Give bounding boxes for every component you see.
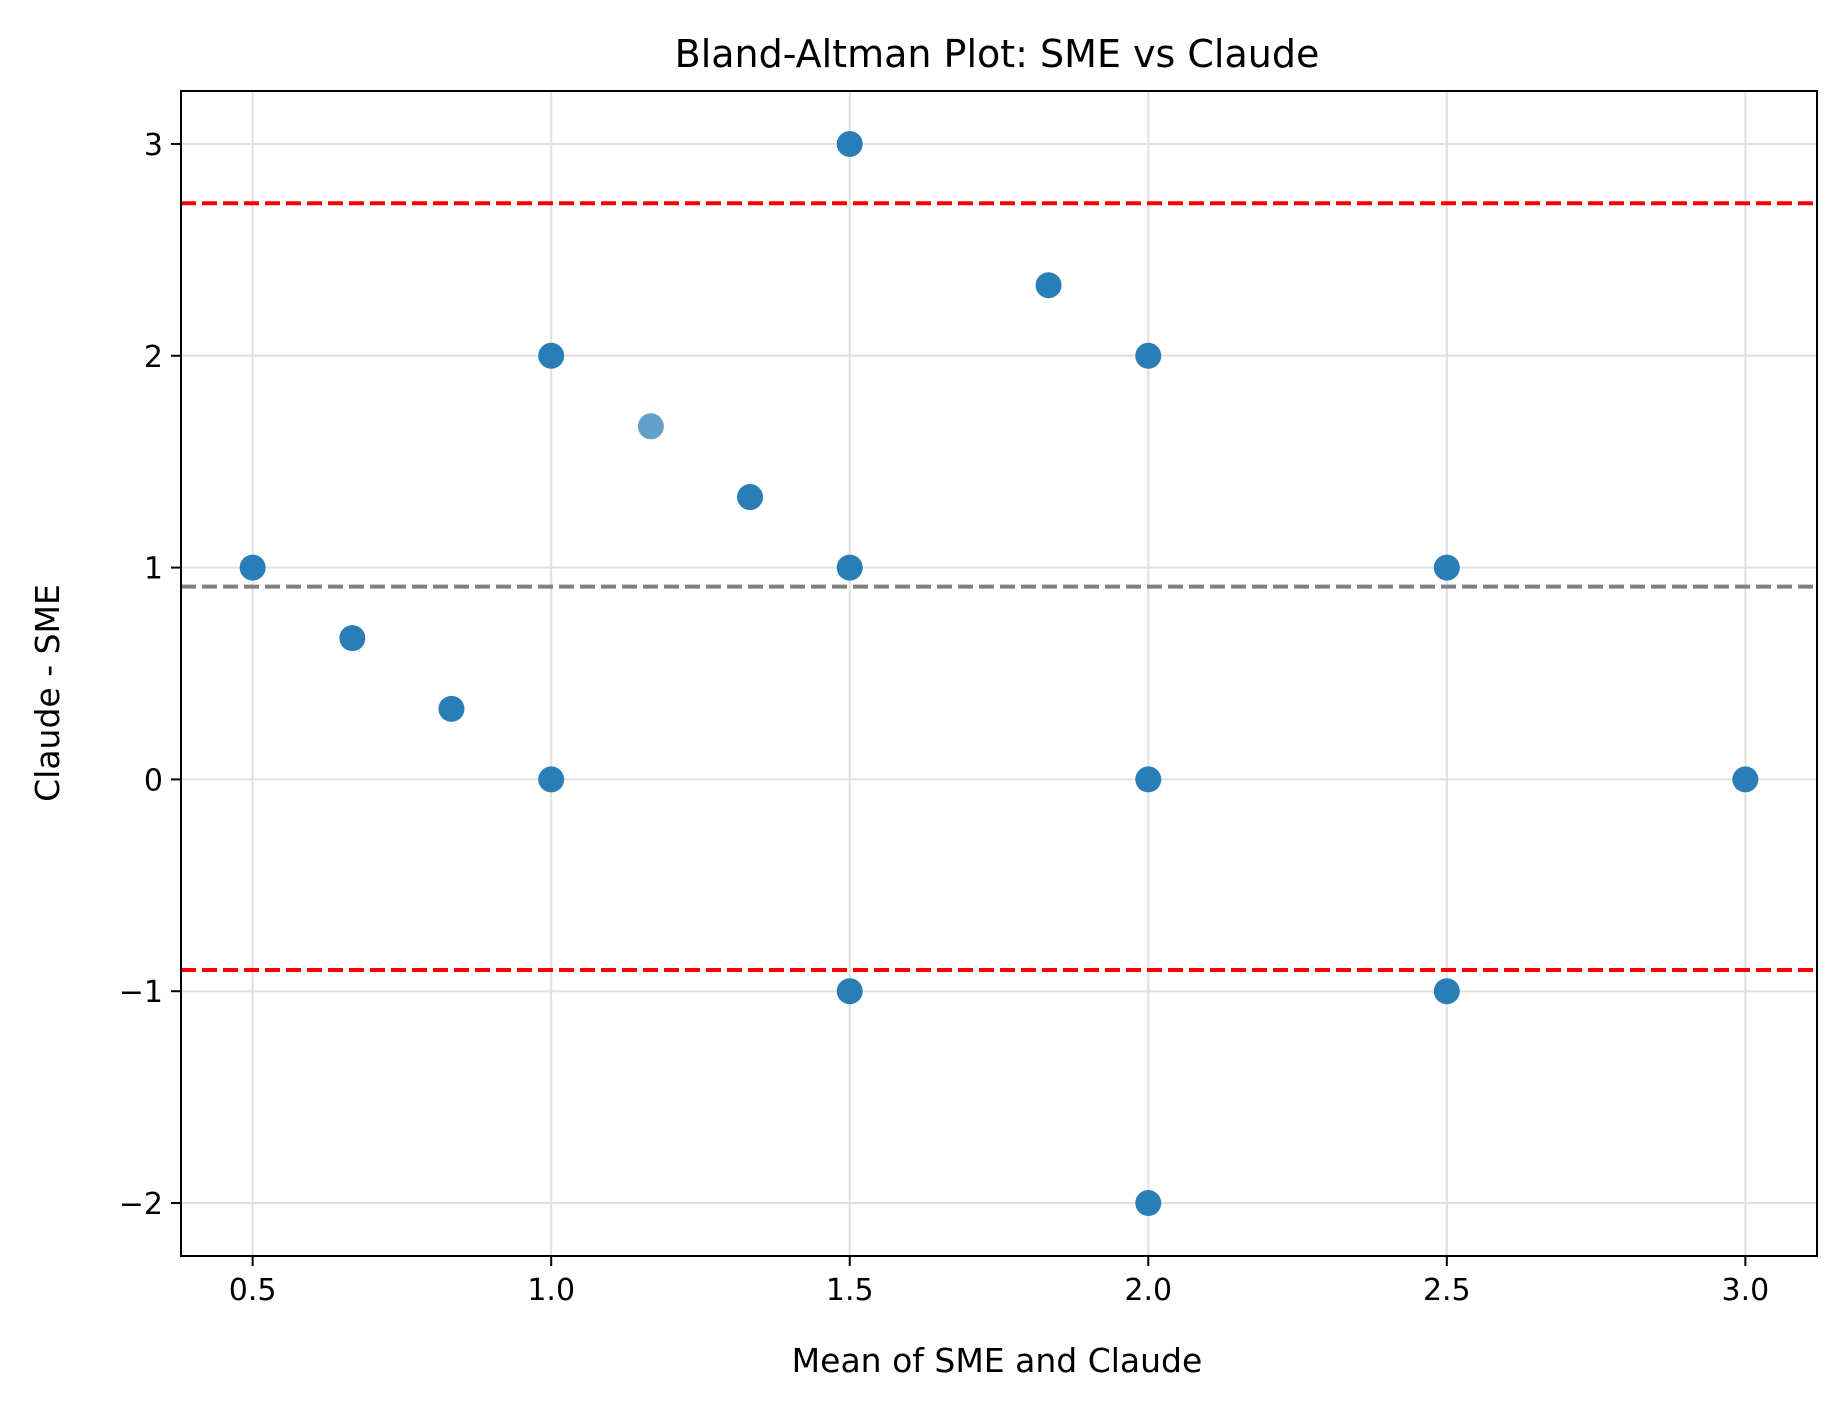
x-axis-label: Mean of SME and Claude xyxy=(792,1341,1203,1380)
data-point xyxy=(1433,978,1460,1005)
data-point xyxy=(637,413,664,440)
x-tick-label: 2.5 xyxy=(1423,1273,1471,1308)
y-tick-label: 0 xyxy=(144,763,163,798)
data-point xyxy=(239,554,266,581)
y-tick-label: 2 xyxy=(144,340,163,375)
data-point xyxy=(538,342,565,369)
data-point xyxy=(836,130,863,157)
y-tick-label: −1 xyxy=(119,975,163,1010)
chart-title: Bland-Altman Plot: SME vs Claude xyxy=(675,32,1320,76)
plot-frame xyxy=(180,90,1818,1257)
data-point xyxy=(1135,766,1162,793)
data-point xyxy=(339,625,366,652)
data-point xyxy=(1433,554,1460,581)
x-tick-label: 1.5 xyxy=(826,1273,874,1308)
x-tick-label: 2.0 xyxy=(1124,1273,1172,1308)
y-tick-label: 1 xyxy=(144,552,163,587)
grid-lines xyxy=(181,91,1817,1256)
data-point xyxy=(836,554,863,581)
data-points xyxy=(239,130,1759,1217)
data-point xyxy=(1135,1190,1162,1217)
data-point xyxy=(1732,766,1759,793)
y-axis-ticks: −2 −1 0 1 2 3 xyxy=(119,128,181,1222)
y-tick-label: 3 xyxy=(144,128,163,163)
x-axis-ticks: 0.5 1.0 1.5 2.0 2.5 3.0 xyxy=(229,1256,1769,1308)
data-point xyxy=(1135,342,1162,369)
data-point xyxy=(538,766,565,793)
data-point xyxy=(737,484,764,511)
x-tick-label: 3.0 xyxy=(1721,1273,1769,1308)
x-tick-label: 1.0 xyxy=(527,1273,575,1308)
data-point xyxy=(836,978,863,1005)
data-point xyxy=(438,695,465,722)
data-point xyxy=(1035,272,1062,299)
x-tick-label: 0.5 xyxy=(229,1273,277,1308)
y-axis-label: Claude - SME xyxy=(28,584,67,802)
y-tick-label: −2 xyxy=(119,1187,163,1222)
